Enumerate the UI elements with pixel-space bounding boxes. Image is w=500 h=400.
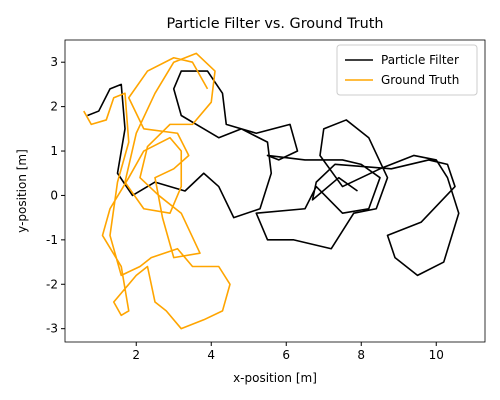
x-tick-label: 10 xyxy=(429,348,444,362)
series-line xyxy=(83,52,231,330)
y-tick-label: 3 xyxy=(50,55,58,69)
y-axis-label: y-position [m] xyxy=(15,149,29,233)
legend-label: Particle Filter xyxy=(381,53,459,67)
y-tick-label: 0 xyxy=(50,188,58,202)
y-tick-label: -3 xyxy=(46,322,58,336)
y-tick-label: -2 xyxy=(46,277,58,291)
legend-label: Ground Truth xyxy=(381,73,459,87)
chart-title: Particle Filter vs. Ground Truth xyxy=(166,16,383,32)
y-tick-label: 2 xyxy=(50,100,58,114)
plot-frame xyxy=(64,39,486,343)
y-tick-label: -1 xyxy=(46,233,58,247)
y-tick-label: 1 xyxy=(50,144,58,158)
x-tick-label: 4 xyxy=(207,348,215,362)
series-line xyxy=(87,70,460,277)
x-tick-label: 8 xyxy=(357,348,365,362)
x-axis-label: x-position [m] xyxy=(233,371,317,385)
legend-box xyxy=(336,44,478,96)
x-tick-label: 2 xyxy=(132,348,140,362)
x-tick-label: 6 xyxy=(282,348,290,362)
